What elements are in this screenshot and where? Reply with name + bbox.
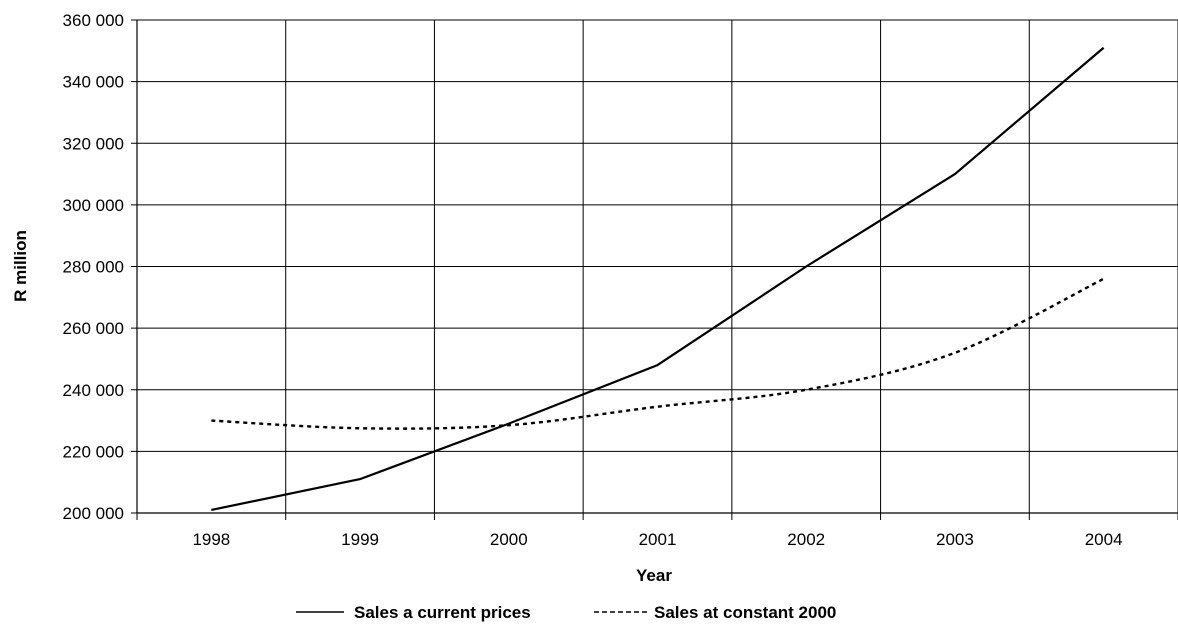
y-tick-label: 320 000	[63, 134, 124, 153]
point-current-prices-2002	[805, 265, 807, 267]
y-axis-title: R million	[11, 230, 30, 302]
x-axis-title: Year	[636, 566, 672, 585]
point-constant-2000-1999	[359, 427, 361, 429]
y-tick-label: 200 000	[63, 504, 124, 523]
x-tick-label: 2000	[490, 530, 528, 549]
y-tick-label: 360 000	[63, 11, 124, 30]
y-axis: 200 000 220 000 240 000 260 000 280 000 300 0…	[63, 11, 138, 523]
point-current-prices-2001	[656, 364, 658, 366]
point-current-prices-1999	[359, 478, 361, 480]
point-current-prices-2004	[1102, 47, 1104, 49]
point-constant-2000-2001	[656, 405, 658, 407]
x-tick-label: 2002	[787, 530, 825, 549]
y-tick-label: 220 000	[63, 442, 124, 461]
y-tick-label: 240 000	[63, 381, 124, 400]
x-axis: 1998 1999 2000 2001 2002 2003 2004	[136, 512, 1178, 549]
x-tick-label: 2004	[1085, 530, 1123, 549]
x-tick-label: 1998	[192, 530, 230, 549]
legend: Sales a current prices Sales at constant…	[296, 603, 836, 622]
series-line-current-prices	[211, 46, 1105, 511]
point-constant-2000-2002	[805, 389, 807, 391]
point-current-prices-2003	[954, 173, 956, 175]
y-tick-label: 280 000	[63, 258, 124, 277]
point-constant-2000-2000	[508, 424, 510, 426]
y-tick-label: 300 000	[63, 196, 124, 215]
point-constant-2000-2004	[1102, 278, 1104, 280]
y-tick-label: 340 000	[63, 73, 124, 92]
x-tick-label: 2003	[936, 530, 974, 549]
legend-label-current-prices: Sales a current prices	[354, 603, 531, 622]
point-current-prices-1998	[210, 509, 212, 511]
series	[210, 46, 1105, 511]
point-constant-2000-1998	[210, 419, 212, 421]
point-constant-2000-2003	[954, 352, 956, 354]
x-tick-label: 1999	[341, 530, 379, 549]
x-tick-label: 2001	[639, 530, 677, 549]
legend-label-constant-2000: Sales at constant 2000	[654, 603, 836, 622]
grid	[137, 19, 1178, 514]
y-tick-label: 260 000	[63, 319, 124, 338]
